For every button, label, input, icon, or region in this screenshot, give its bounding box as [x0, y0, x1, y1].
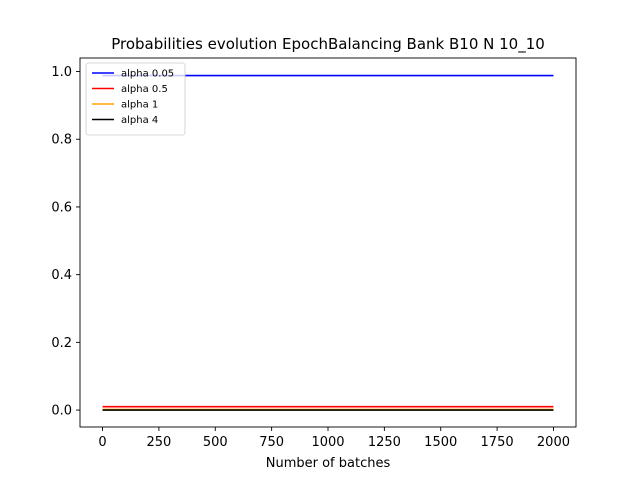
y-tick-label: 0.8 — [51, 133, 72, 148]
x-tick-label: 750 — [259, 435, 284, 450]
x-tick-label: 0 — [98, 435, 106, 450]
legend-label-1: alpha 0.05 — [121, 69, 174, 80]
x-tick-label: 1750 — [481, 435, 514, 450]
legend: alpha 0.05 alpha 0.5 alpha 1 alpha 4 — [85, 62, 186, 136]
legend-box — [85, 62, 186, 136]
x-tick-label: 500 — [203, 435, 228, 450]
chart-title: Probabilities evolution EpochBalancing B… — [111, 35, 545, 54]
y-tick-label: 0.4 — [51, 268, 72, 283]
y-tick-label: 0.6 — [51, 200, 72, 215]
y-tick-label: 0.2 — [51, 336, 72, 351]
legend-label-2: alpha 0.5 — [121, 84, 168, 95]
legend-label-3: alpha 1 — [121, 100, 158, 111]
x-tick-label: 2000 — [537, 435, 570, 450]
x-tick-label: 1500 — [424, 435, 457, 450]
legend-label-4: alpha 4 — [121, 115, 158, 126]
x-axis-title: Number of batches — [266, 456, 391, 471]
axes: 0 250 500 750 1000 1250 1500 1750 2000 0.0 0.2 0.4 0… — [51, 57, 577, 450]
y-tick-label: 1.0 — [51, 65, 72, 80]
x-tick-label: 1000 — [311, 435, 344, 450]
y-tick-label: 0.0 — [51, 404, 72, 419]
x-tick-label: 250 — [146, 435, 171, 450]
x-tick-label: 1250 — [368, 435, 401, 450]
